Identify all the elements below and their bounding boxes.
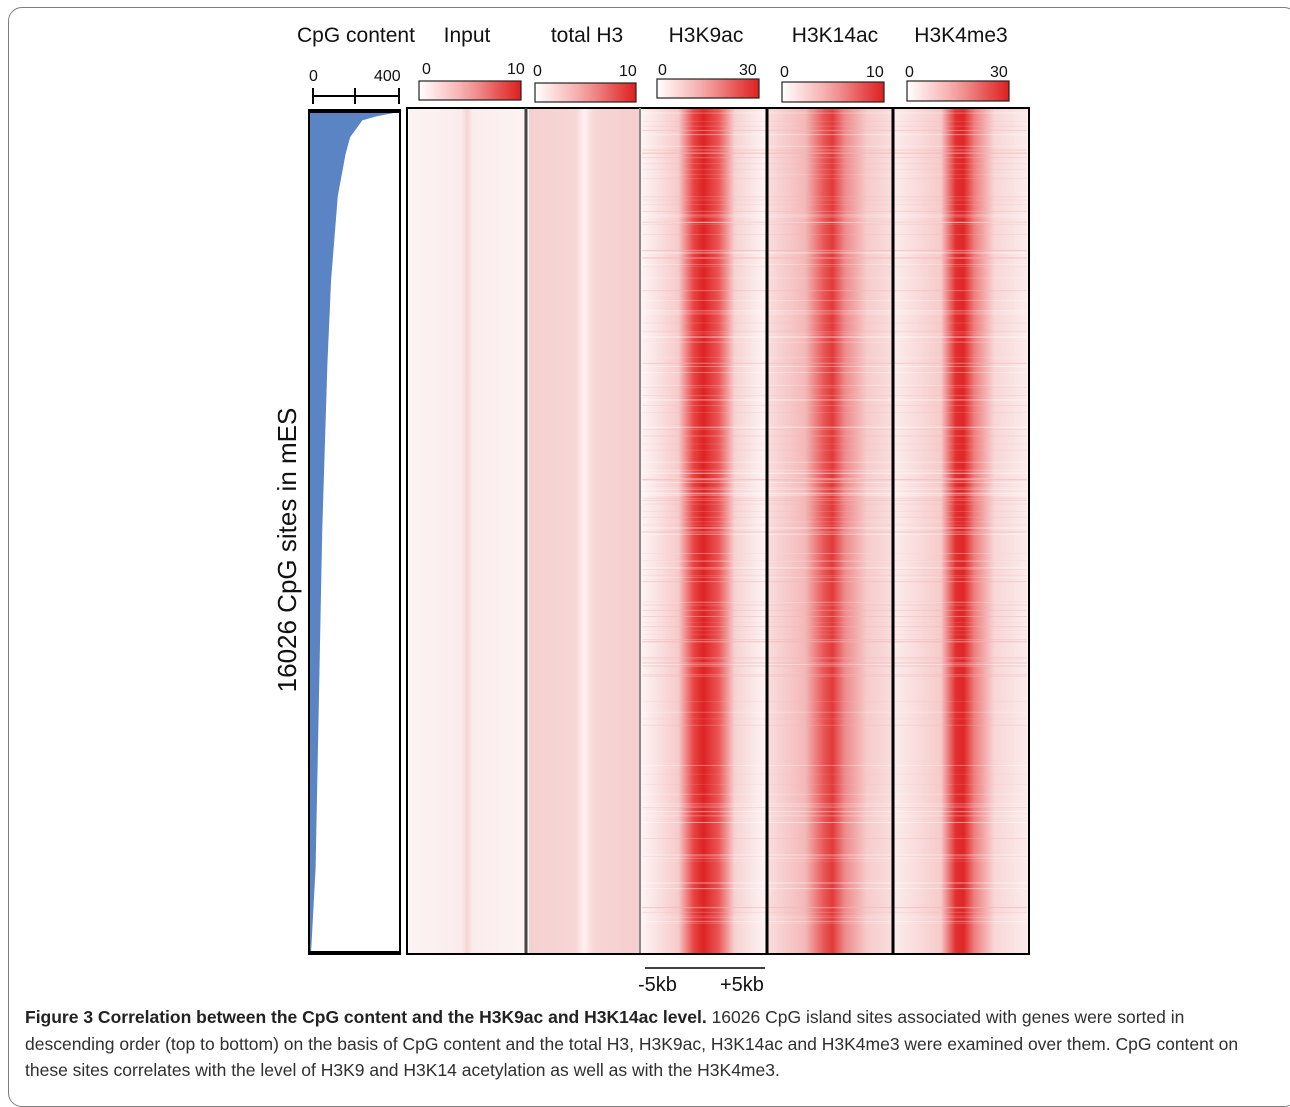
scale-h3k4me3-max: 30	[990, 64, 1008, 81]
heatmap-h3k4me3	[894, 108, 1028, 953]
scale-h3k4me3-min: 0	[905, 64, 914, 81]
cpg-scale-max: 400	[374, 68, 401, 85]
cpg-content-header: CpG content	[297, 24, 415, 47]
heatmap-total-h3	[529, 108, 640, 953]
header-input: Input	[444, 24, 491, 47]
cpg-axis	[312, 88, 400, 104]
scale-input-min: 0	[422, 61, 431, 78]
x-left-label: -5kb	[638, 974, 677, 996]
heatmap-h3k14ac	[768, 108, 892, 953]
scale-h3k4me3: 0 30	[905, 64, 1010, 102]
scale-input: 0 10	[418, 61, 525, 101]
scale-h3k9ac: 0 30	[656, 62, 760, 99]
cpg-scale-min: 0	[309, 68, 318, 85]
scale-h3k14ac-max: 10	[866, 64, 884, 81]
figure-graphic: CpG content 0 400 16026 CpG sites in mES…	[272, 24, 1030, 996]
scale-total-h3-min: 0	[533, 63, 542, 80]
caption-label: Figure 3 Correlation between the CpG con…	[25, 1007, 707, 1027]
cpg-bar-panel	[308, 109, 401, 955]
cpg-content-bars	[310, 112, 399, 952]
scale-input-max: 10	[507, 61, 525, 78]
y-axis-label: 16026 CpG sites in mES	[272, 408, 302, 693]
header-h3k4me3: H3K4me3	[914, 24, 1007, 47]
heatmap-input	[409, 108, 525, 953]
caption-text: 16026 CpG island sites associated with g…	[25, 1007, 1239, 1080]
scale-h3k14ac-min: 0	[780, 64, 789, 81]
header-h3k9ac: H3K9ac	[669, 24, 744, 47]
scale-h3k9ac-max: 30	[739, 62, 757, 79]
scale-h3k14ac: 0 10	[780, 64, 885, 103]
header-h3k14ac: H3K14ac	[792, 24, 878, 47]
figure-caption: Figure 3 Correlation between the CpG con…	[25, 1004, 1270, 1084]
x-right-label: +5kb	[720, 974, 764, 996]
heatmap-h3k9ac	[641, 108, 766, 953]
heatmap-panels	[406, 107, 1030, 955]
header-total-h3: total H3	[551, 24, 623, 47]
scale-total-h3-max: 10	[619, 63, 637, 80]
scale-total-h3: 0 10	[533, 63, 637, 103]
scale-h3k9ac-min: 0	[658, 62, 667, 79]
